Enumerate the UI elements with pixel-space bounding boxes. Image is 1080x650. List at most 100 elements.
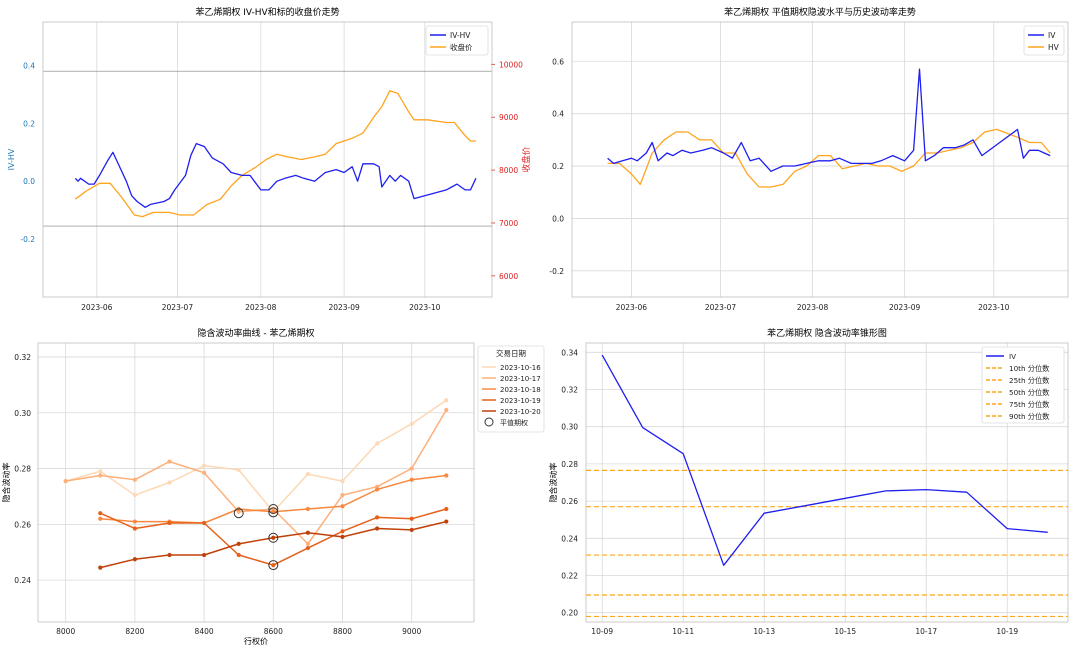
plot-frame bbox=[571, 21, 1069, 298]
data-point bbox=[340, 529, 345, 534]
chart-title: 苯乙烯期权 IV-HV和标的收盘价走势 bbox=[195, 6, 339, 18]
chart-iv-cone: 10-09 10-11 10-13 10-15 10-17 10-19 0.20 0.22 0.… bbox=[548, 327, 1069, 636]
x-tick-label: 10-17 bbox=[915, 627, 937, 636]
data-point bbox=[98, 511, 103, 516]
data-point bbox=[201, 552, 207, 558]
y-tick-label: 0.22 bbox=[561, 572, 578, 581]
y-tick-label: 0.6 bbox=[552, 57, 564, 66]
legend-label: 2023-10-19 bbox=[500, 397, 541, 405]
x-axis-label: 行权价 bbox=[244, 636, 268, 646]
y-tick-label: 0.2 bbox=[23, 119, 35, 128]
data-point bbox=[375, 487, 380, 492]
legend-label: IV-HV bbox=[450, 31, 471, 40]
y-tick-label: 0.28 bbox=[561, 460, 578, 469]
chart-iv-hv-close: 2023-06 2023-07 2023-08 2023-09 2023-10 -0.2 0… bbox=[7, 6, 532, 312]
y-tick-label: 0.4 bbox=[23, 61, 35, 70]
legend-label: 50th 分位数 bbox=[1009, 388, 1049, 397]
series-iv-hv bbox=[74, 142, 477, 208]
x-tick-label: 9000 bbox=[402, 627, 421, 636]
data-point bbox=[271, 562, 276, 568]
x-tick-label: 8000 bbox=[56, 627, 75, 636]
x-tick-label: 2023-08 bbox=[797, 303, 829, 312]
y-tick-label: 0.32 bbox=[14, 353, 31, 362]
atm-marker bbox=[268, 532, 279, 543]
data-point bbox=[98, 565, 103, 570]
y-tick-label: 0.32 bbox=[561, 386, 578, 395]
x-tick-label: 8600 bbox=[264, 627, 283, 636]
legend-label: HV bbox=[1048, 43, 1060, 52]
chart-title: 苯乙烯期权 隐含波动率锥形图 bbox=[767, 327, 887, 339]
x-tick-label: 2023-06 bbox=[81, 303, 113, 312]
x-tick-label: 2023-06 bbox=[616, 303, 648, 312]
y2-axis-label: 收盘价 bbox=[521, 146, 532, 172]
data-point bbox=[201, 470, 207, 475]
data-point bbox=[409, 516, 414, 521]
legend-label: 2023-10-20 bbox=[500, 408, 541, 416]
data-point bbox=[444, 506, 449, 512]
y-tick-label: -0.2 bbox=[20, 235, 35, 244]
data-point bbox=[132, 526, 137, 531]
data-point bbox=[444, 473, 449, 478]
data-point bbox=[63, 479, 68, 484]
y-tick-label: 0.4 bbox=[552, 110, 564, 119]
y2-tick-label: 8000 bbox=[499, 166, 518, 175]
x-tick-label: 2023-08 bbox=[245, 303, 277, 312]
data-point bbox=[409, 421, 414, 427]
x-tick-label: 2023-10 bbox=[409, 303, 441, 312]
legend-label: 2023-10-17 bbox=[500, 375, 541, 383]
data-point bbox=[236, 552, 241, 558]
data-point bbox=[375, 526, 380, 531]
legend-label: IV bbox=[1009, 352, 1016, 361]
data-point bbox=[444, 407, 449, 413]
atm-marker bbox=[268, 507, 279, 518]
data-point bbox=[340, 504, 345, 509]
data-point bbox=[305, 541, 311, 546]
legend-box bbox=[981, 346, 1065, 424]
legend-label: 收盘价 bbox=[450, 42, 473, 52]
data-point bbox=[98, 469, 103, 474]
data-point bbox=[305, 530, 311, 535]
data-point bbox=[340, 534, 345, 540]
y-tick-label: 0.2 bbox=[552, 162, 564, 171]
y-tick-label: 0.30 bbox=[561, 423, 578, 432]
series-line bbox=[65, 399, 447, 513]
x-tick-label: 8200 bbox=[125, 627, 144, 636]
y-tick-label: 0.24 bbox=[561, 534, 578, 543]
y2-tick-label: 10000 bbox=[499, 60, 523, 69]
data-point bbox=[409, 477, 414, 482]
x-tick-label: 10-19 bbox=[996, 627, 1018, 636]
y-tick-label: 0.34 bbox=[561, 348, 578, 357]
legend-label: 平值期权 bbox=[500, 418, 528, 427]
chart-title: 苯乙烯期权 平值期权隐波水平与历史波动率走势 bbox=[724, 6, 916, 18]
atm-marker bbox=[268, 504, 279, 515]
series-iv bbox=[601, 354, 1048, 566]
data-point bbox=[409, 527, 414, 533]
plot-frame bbox=[585, 342, 1069, 623]
atm-marker bbox=[268, 560, 279, 571]
data-point bbox=[340, 479, 345, 484]
x-tick-label: 2023-07 bbox=[705, 303, 737, 312]
data-point bbox=[201, 520, 207, 526]
atm-marker bbox=[233, 508, 244, 519]
data-point bbox=[271, 535, 276, 540]
x-tick-label: 2023-07 bbox=[162, 303, 194, 312]
legend-label: 75th 分位数 bbox=[1009, 400, 1049, 409]
x-tick-label: 10-15 bbox=[834, 627, 856, 636]
y-axis-label: 隐含波动率 bbox=[1, 463, 11, 503]
legend-atm-marker bbox=[484, 417, 494, 427]
data-point bbox=[340, 492, 345, 498]
data-point bbox=[167, 480, 172, 485]
y-tick-label: 0.20 bbox=[561, 609, 578, 618]
data-point bbox=[132, 492, 137, 498]
data-point bbox=[409, 466, 414, 471]
y2-tick-label: 6000 bbox=[499, 272, 518, 281]
data-point bbox=[271, 509, 276, 514]
y-tick-label: 0.28 bbox=[14, 465, 31, 474]
y2-tick-label: 9000 bbox=[499, 113, 518, 122]
legend-label: IV bbox=[1048, 31, 1056, 40]
chart-iv-smile: 8000 8200 8400 8600 8800 9000 0.24 0.26 0.28 0.30… bbox=[1, 327, 545, 646]
y-tick-label: 0.24 bbox=[14, 576, 31, 585]
data-point bbox=[167, 459, 172, 464]
legend-label: 90th 分位数 bbox=[1009, 412, 1049, 421]
